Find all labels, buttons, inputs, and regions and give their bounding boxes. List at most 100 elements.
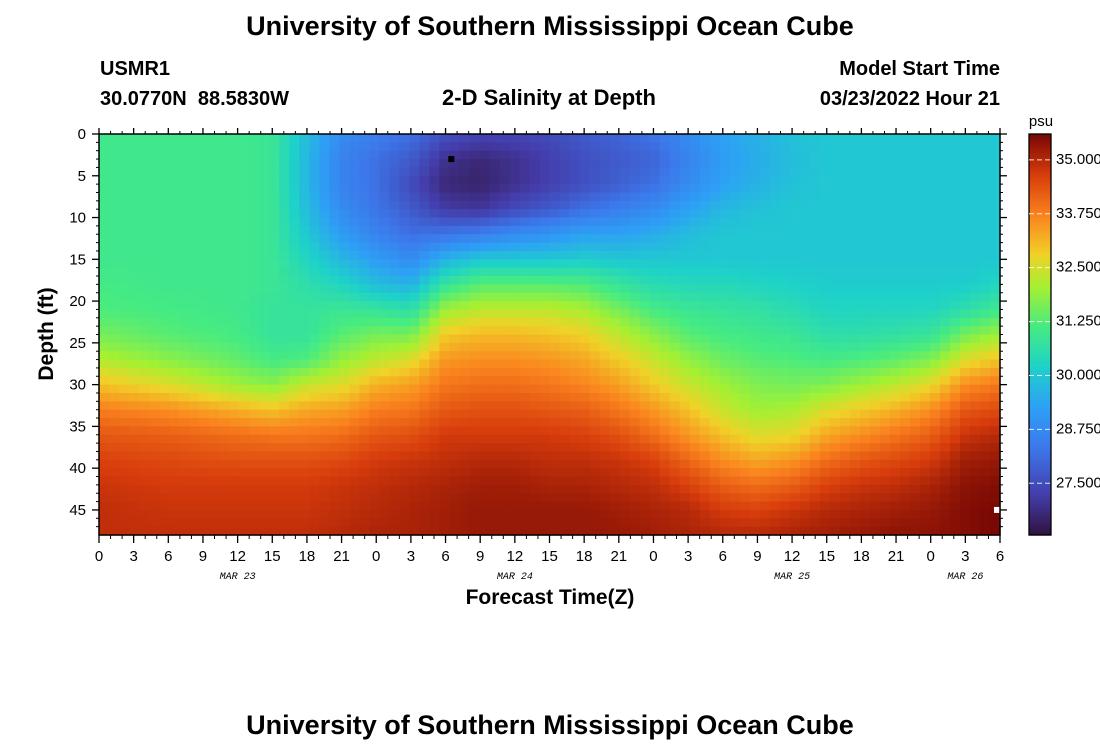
- heatmap-cell: [969, 334, 981, 344]
- x-tick-label: 3: [961, 548, 969, 565]
- heatmap-cell: [119, 175, 130, 185]
- heatmap-cell: [719, 493, 731, 503]
- heatmap-cell: [409, 342, 420, 352]
- heatmap-cell: [159, 392, 170, 402]
- heatmap-cell: [369, 167, 380, 177]
- heatmap-cell: [229, 142, 240, 152]
- heatmap-cell: [439, 292, 450, 302]
- heatmap-cell: [699, 184, 711, 194]
- y-tick-label: 40: [69, 460, 86, 477]
- heatmap-cell: [469, 159, 481, 169]
- heatmap-cell: [959, 284, 971, 294]
- heatmap-cell: [819, 401, 831, 411]
- heatmap-cell: [459, 434, 471, 444]
- heatmap-cell: [259, 134, 270, 143]
- heatmap-cell: [189, 367, 200, 377]
- heatmap-cell: [269, 225, 280, 235]
- heatmap-cell: [159, 493, 170, 503]
- heatmap-cell: [669, 301, 681, 311]
- heatmap-cell: [249, 209, 260, 219]
- heatmap-cell: [449, 259, 460, 269]
- heatmap-cell: [369, 284, 380, 294]
- heatmap-cell: [839, 501, 851, 511]
- heatmap-cell: [499, 443, 511, 453]
- heatmap-cell: [559, 200, 571, 210]
- heatmap-cell: [109, 250, 120, 260]
- heatmap-cell: [519, 142, 531, 152]
- heatmap-cell: [209, 142, 220, 152]
- heatmap-cell: [499, 351, 511, 361]
- heatmap-cell: [479, 326, 491, 336]
- heatmap-cell: [929, 217, 941, 227]
- heatmap-cell: [849, 468, 861, 478]
- heatmap-cell: [859, 184, 871, 194]
- heatmap-cell: [369, 292, 380, 302]
- heatmap-cell: [649, 142, 661, 152]
- heatmap-cell: [869, 301, 881, 311]
- heatmap-cell: [619, 409, 631, 419]
- heatmap-cell: [469, 250, 481, 260]
- heatmap-cell: [409, 326, 420, 336]
- heatmap-cell: [269, 217, 280, 227]
- heatmap-cell: [789, 142, 801, 152]
- colorbar-segment: [1029, 510, 1051, 514]
- heatmap-cell: [659, 326, 671, 336]
- heatmap-cell: [339, 401, 350, 411]
- heatmap-cell: [199, 317, 210, 327]
- heatmap-cell: [599, 376, 611, 386]
- heatmap-cell: [779, 159, 791, 169]
- heatmap-cell: [269, 484, 280, 494]
- heatmap-cell: [349, 451, 360, 461]
- heatmap-cell: [589, 367, 601, 377]
- heatmap-cell: [179, 150, 190, 160]
- heatmap-cell: [739, 401, 751, 411]
- heatmap-cell: [509, 301, 521, 311]
- heatmap-cell: [499, 242, 511, 252]
- heatmap-cell: [689, 209, 701, 219]
- heatmap-cell: [279, 392, 290, 402]
- heatmap-cell: [969, 384, 981, 394]
- heatmap-cell: [419, 392, 430, 402]
- heatmap-cell: [979, 459, 991, 469]
- x-tick-label: 0: [95, 548, 103, 565]
- heatmap-cell: [709, 501, 721, 511]
- heatmap-cell: [819, 493, 831, 503]
- heatmap-cell: [179, 292, 190, 302]
- heatmap-cell: [329, 392, 340, 402]
- heatmap-cell: [179, 476, 190, 486]
- heatmap-cell: [559, 376, 571, 386]
- heatmap-cell: [739, 476, 751, 486]
- heatmap-cell: [889, 451, 901, 461]
- heatmap-cell: [579, 384, 591, 394]
- heatmap-cell: [629, 142, 641, 152]
- heatmap-cell: [969, 301, 981, 311]
- heatmap-cell: [149, 484, 160, 494]
- heatmap-cell: [949, 392, 961, 402]
- heatmap-cell: [429, 134, 440, 143]
- heatmap-cell: [249, 384, 260, 394]
- heatmap-cell: [819, 459, 831, 469]
- heatmap-cell: [899, 292, 911, 302]
- heatmap-cell: [379, 150, 390, 160]
- heatmap-cell: [549, 418, 561, 427]
- colorbar-segment: [1029, 424, 1051, 428]
- heatmap-cell: [359, 342, 370, 352]
- heatmap-cell: [879, 284, 891, 294]
- heatmap-cell: [799, 526, 811, 536]
- heatmap-cell: [309, 484, 320, 494]
- heatmap-cell: [859, 509, 871, 519]
- heatmap-cell: [489, 217, 501, 227]
- heatmap-cell: [199, 359, 210, 369]
- heatmap-cell: [889, 142, 901, 152]
- heatmap-cell: [109, 359, 120, 369]
- heatmap-cell: [939, 167, 951, 177]
- heatmap-cell: [249, 192, 260, 202]
- heatmap-cell: [499, 451, 511, 461]
- heatmap-cell: [889, 259, 901, 269]
- heatmap-cell: [689, 225, 701, 235]
- heatmap-cell: [269, 334, 280, 344]
- heatmap-cell: [839, 418, 851, 427]
- heatmap-cell: [469, 384, 481, 394]
- heatmap-cell: [729, 468, 741, 478]
- heatmap-cell: [299, 309, 310, 319]
